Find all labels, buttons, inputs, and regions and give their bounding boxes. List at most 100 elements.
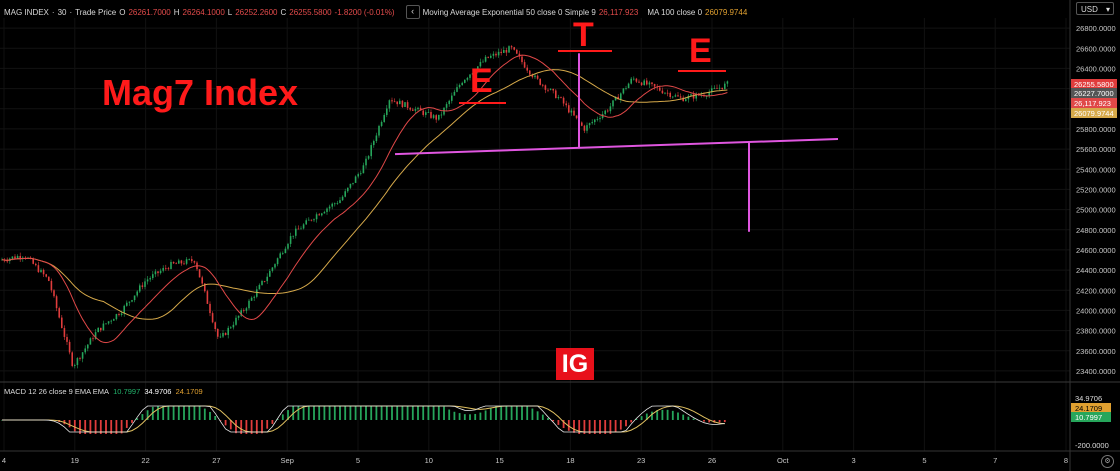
x-tick-label: 8 — [1064, 456, 1068, 465]
candle — [383, 113, 385, 123]
candle — [349, 183, 352, 190]
price-type-label[interactable]: Trade Price — [75, 7, 117, 17]
annotation-letter-middle: T — [573, 16, 594, 54]
candle — [718, 84, 721, 91]
candle — [79, 356, 81, 361]
candle — [508, 45, 510, 53]
candle — [562, 96, 565, 107]
candle — [245, 306, 248, 314]
macd-line[interactable] — [2, 405, 725, 433]
candle — [139, 283, 141, 293]
candle — [469, 74, 471, 81]
candle — [154, 269, 157, 278]
candle — [500, 48, 502, 56]
y-tick-label: 23400.0000 — [1076, 367, 1116, 376]
candle — [209, 301, 211, 317]
candle — [438, 114, 440, 121]
y-tick-label: 23600.0000 — [1076, 347, 1116, 356]
chevron-left-icon[interactable]: ‹ — [405, 5, 420, 19]
candle — [211, 311, 214, 324]
x-tick-label: Sep — [281, 456, 294, 465]
candle — [526, 64, 528, 73]
candle — [276, 257, 279, 267]
candle — [222, 330, 224, 339]
candle — [604, 109, 606, 116]
ema-label[interactable]: Moving Average Exponential 50 close 0 Si… — [422, 7, 596, 17]
candle — [149, 276, 151, 282]
ema50-line[interactable] — [1, 54, 728, 344]
macd-signal-value: 24.1709 — [175, 387, 203, 396]
settings-icon[interactable]: ⚙ — [1101, 455, 1114, 468]
candle — [266, 273, 268, 284]
candle — [141, 282, 144, 290]
candle — [334, 202, 336, 207]
candle — [391, 97, 393, 104]
candle — [219, 333, 222, 339]
candle — [596, 116, 599, 122]
x-tick-label: 23 — [637, 456, 645, 465]
candle — [412, 107, 414, 111]
candle — [331, 202, 333, 210]
candle — [308, 217, 310, 221]
candle — [55, 294, 58, 312]
currency-select[interactable]: USD — [1076, 2, 1114, 16]
candles[interactable] — [1, 45, 729, 369]
ma100-line[interactable] — [1, 69, 728, 320]
candle — [409, 106, 411, 112]
candle — [193, 260, 196, 265]
candle — [271, 266, 274, 273]
candle — [339, 197, 341, 204]
candle — [664, 92, 666, 95]
time-axis[interactable]: 4 19 22 27 Sep 5 10 15 18 23 26 Oct 3 5 7 8 — [2, 456, 1068, 465]
candle — [643, 78, 645, 86]
candle — [178, 258, 180, 264]
candle — [599, 115, 601, 123]
candle — [544, 84, 547, 94]
y-tick-label: 24400.0000 — [1076, 266, 1116, 275]
macd-header[interactable]: MACD 12 26 close 9 EMA EMA 10.7997 34.97… — [4, 387, 205, 396]
candle — [474, 69, 476, 75]
candle — [570, 108, 573, 116]
x-tick-label: 7 — [993, 456, 997, 465]
candle — [227, 325, 229, 339]
candle — [66, 333, 68, 345]
candle — [612, 100, 614, 110]
candle — [232, 321, 235, 330]
candle — [539, 78, 541, 86]
candle — [711, 85, 713, 96]
candle — [479, 58, 482, 68]
candle — [661, 87, 664, 95]
interval-label[interactable]: 30 — [57, 7, 67, 17]
candle — [513, 46, 515, 51]
candle — [269, 268, 271, 277]
candle — [427, 108, 430, 114]
candle — [396, 101, 398, 107]
candle — [552, 88, 554, 94]
candle — [648, 80, 651, 88]
candle — [378, 124, 380, 138]
candle — [575, 115, 578, 120]
candle — [198, 269, 201, 278]
candle — [591, 119, 593, 125]
y-tick-label: 24200.0000 — [1076, 286, 1116, 295]
candle — [341, 195, 344, 201]
price-label-text: 26079.9744 — [1074, 109, 1114, 118]
candle — [440, 111, 443, 119]
candle — [321, 212, 323, 217]
candle — [588, 122, 591, 129]
macd-label: MACD 12 26 close 9 EMA EMA — [4, 387, 110, 396]
ma-label[interactable]: MA 100 close 0 — [647, 7, 703, 17]
candle — [300, 226, 302, 230]
candle — [716, 84, 718, 89]
candle — [466, 76, 469, 82]
candle — [144, 278, 146, 290]
candle — [635, 77, 638, 83]
candle — [162, 265, 164, 273]
symbol-label[interactable]: MAG INDEX — [4, 7, 49, 17]
candle — [302, 223, 305, 230]
candle — [401, 100, 404, 109]
candle — [367, 155, 370, 161]
high-value: 26264.1000 — [182, 7, 225, 17]
